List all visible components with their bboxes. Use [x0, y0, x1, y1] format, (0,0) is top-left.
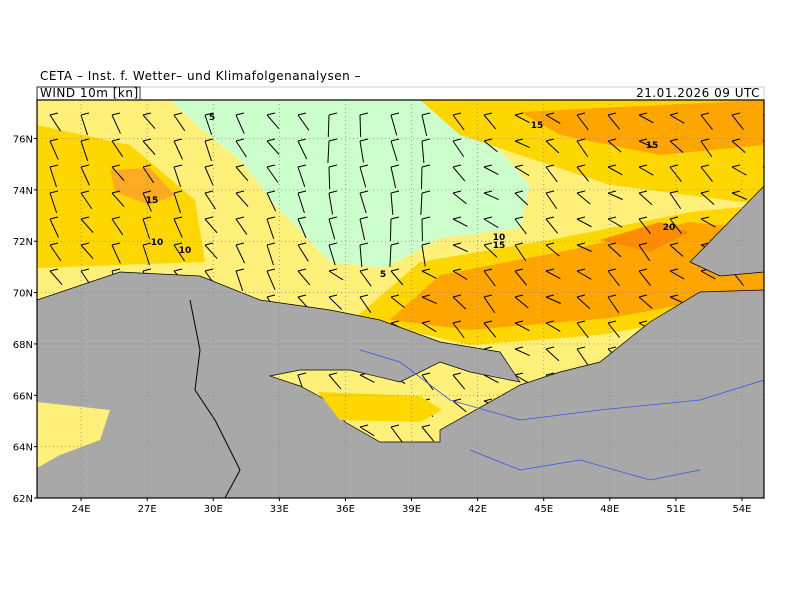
contour-label: 5 [380, 270, 386, 280]
lon-label: 24E [72, 504, 91, 515]
map-area: 5 5 15 15 15 10 10 10 15 20 [37, 100, 778, 499]
lat-label: 66N [13, 391, 33, 402]
wind-barb [763, 271, 774, 286]
contour-label: 10 [151, 238, 164, 248]
lat-label: 70N [13, 289, 33, 300]
datetime: 21.01.2026 09 UTC [636, 86, 760, 100]
contour-label: 15 [531, 121, 544, 131]
wind-barb [421, 167, 422, 189]
wind-barb [763, 245, 774, 261]
wind-barb [763, 167, 777, 175]
wind-barb [390, 219, 391, 241]
wind-barb [763, 193, 776, 204]
wind-barb [763, 479, 774, 494]
wind-barb [763, 401, 776, 412]
lon-label: 48E [600, 504, 619, 515]
lon-label: 42E [468, 504, 487, 515]
lon-label: 45E [534, 504, 553, 515]
lon-label: 27E [138, 504, 157, 515]
wind-barb [360, 115, 361, 137]
lon-label: 36E [336, 504, 355, 515]
contour-label: 15 [146, 196, 159, 206]
contour-label: 20 [663, 223, 676, 233]
header: CETA – Inst. f. Wetter– und Klimafolgena… [40, 69, 361, 83]
wind-barb [763, 115, 777, 123]
lat-label: 72N [13, 237, 33, 248]
contour-label: 5 [209, 113, 215, 123]
contour-label: 10 [179, 246, 192, 256]
lat-label: 62N [13, 494, 33, 505]
wind-barb [763, 349, 778, 356]
contour-label: 15 [493, 241, 506, 251]
contour-label: 15 [646, 141, 659, 151]
lat-label: 76N [13, 135, 33, 146]
lon-label: 39E [402, 504, 421, 515]
wind-barb [329, 167, 330, 189]
lon-label: 33E [270, 504, 289, 515]
wind-barb [763, 375, 777, 383]
lat-label: 68N [13, 340, 33, 351]
lon-label: 51E [666, 504, 685, 515]
lon-label: 54E [732, 504, 751, 515]
wind-barb [328, 115, 329, 137]
wind-barb [763, 453, 774, 469]
lat-label: 64N [13, 443, 33, 454]
field-label: WIND 10m [kn] [40, 86, 139, 100]
lat-label: 74N [13, 186, 33, 197]
wind-barb [763, 323, 777, 331]
lon-label: 30E [204, 504, 223, 515]
wind-barb [763, 427, 775, 441]
wind-barb [763, 297, 776, 309]
wind-barb [763, 141, 778, 148]
wind-barb [763, 219, 775, 233]
